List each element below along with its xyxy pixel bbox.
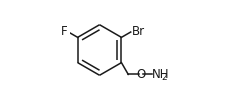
Text: Br: Br (131, 25, 145, 38)
Text: NH: NH (152, 68, 170, 81)
Text: 2: 2 (161, 73, 167, 82)
Text: F: F (61, 25, 68, 38)
Text: O: O (136, 68, 145, 81)
